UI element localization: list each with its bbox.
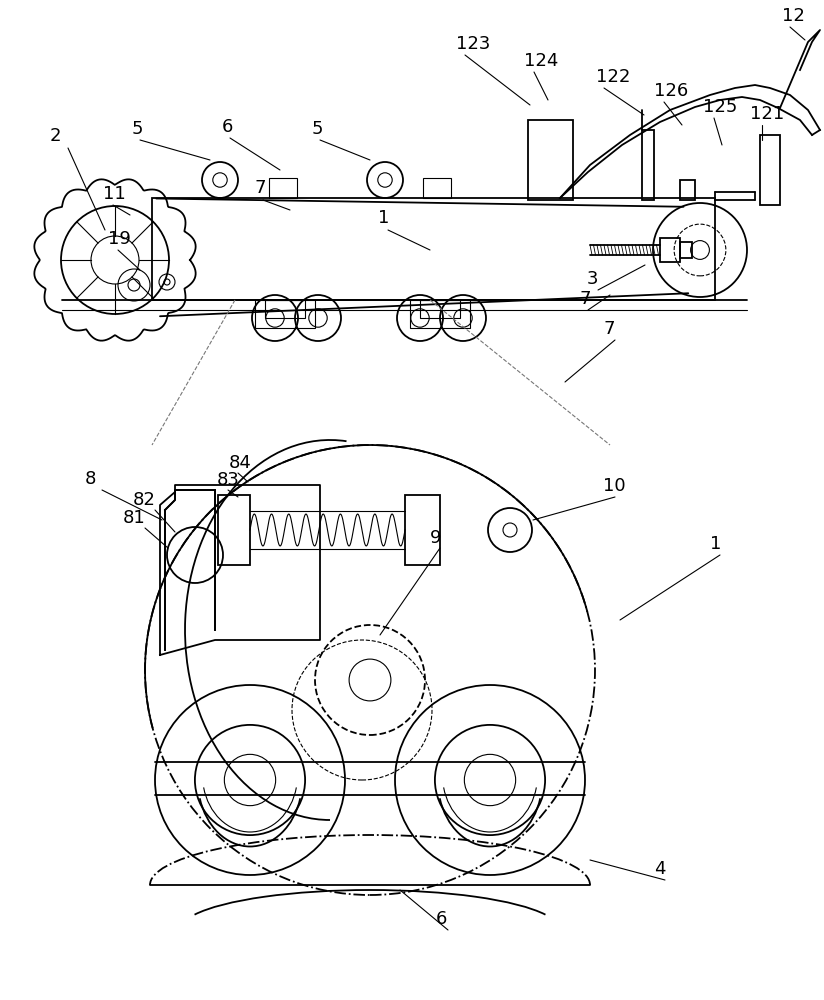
Text: 122: 122 xyxy=(596,68,630,86)
Bar xyxy=(528,120,573,200)
Text: 7: 7 xyxy=(255,179,266,197)
Bar xyxy=(423,178,451,198)
Bar xyxy=(255,300,315,328)
Text: 6: 6 xyxy=(436,910,447,928)
Bar xyxy=(420,300,460,318)
Text: 126: 126 xyxy=(654,82,688,100)
Text: 125: 125 xyxy=(703,98,737,116)
Text: 5: 5 xyxy=(132,120,143,138)
Bar xyxy=(405,495,440,565)
Text: 10: 10 xyxy=(603,477,625,495)
Bar xyxy=(410,300,470,328)
Text: 83: 83 xyxy=(217,471,240,489)
Text: 6: 6 xyxy=(222,118,233,136)
Text: 5: 5 xyxy=(312,120,324,138)
Text: 11: 11 xyxy=(103,185,126,203)
Text: 12: 12 xyxy=(782,7,805,25)
Text: 1: 1 xyxy=(710,535,721,553)
Bar xyxy=(760,135,780,205)
Text: 124: 124 xyxy=(524,52,559,70)
Text: 3: 3 xyxy=(587,270,598,288)
Bar xyxy=(152,198,715,300)
Bar xyxy=(680,242,692,258)
Bar xyxy=(265,300,305,318)
Text: 121: 121 xyxy=(750,105,784,123)
Text: 19: 19 xyxy=(108,230,131,248)
Text: 2: 2 xyxy=(50,127,62,145)
Text: 7: 7 xyxy=(604,320,616,338)
Text: 84: 84 xyxy=(229,454,252,472)
Text: 4: 4 xyxy=(654,860,666,878)
Text: 81: 81 xyxy=(123,509,146,527)
Bar xyxy=(680,180,695,200)
Text: 7: 7 xyxy=(580,290,592,308)
Bar xyxy=(218,495,250,565)
Text: 9: 9 xyxy=(430,529,442,547)
Bar xyxy=(660,238,680,262)
Text: 8: 8 xyxy=(85,470,96,488)
Text: 1: 1 xyxy=(378,209,390,227)
Bar xyxy=(642,130,654,200)
Text: 82: 82 xyxy=(133,491,156,509)
Bar xyxy=(269,178,297,198)
Text: 123: 123 xyxy=(456,35,490,53)
